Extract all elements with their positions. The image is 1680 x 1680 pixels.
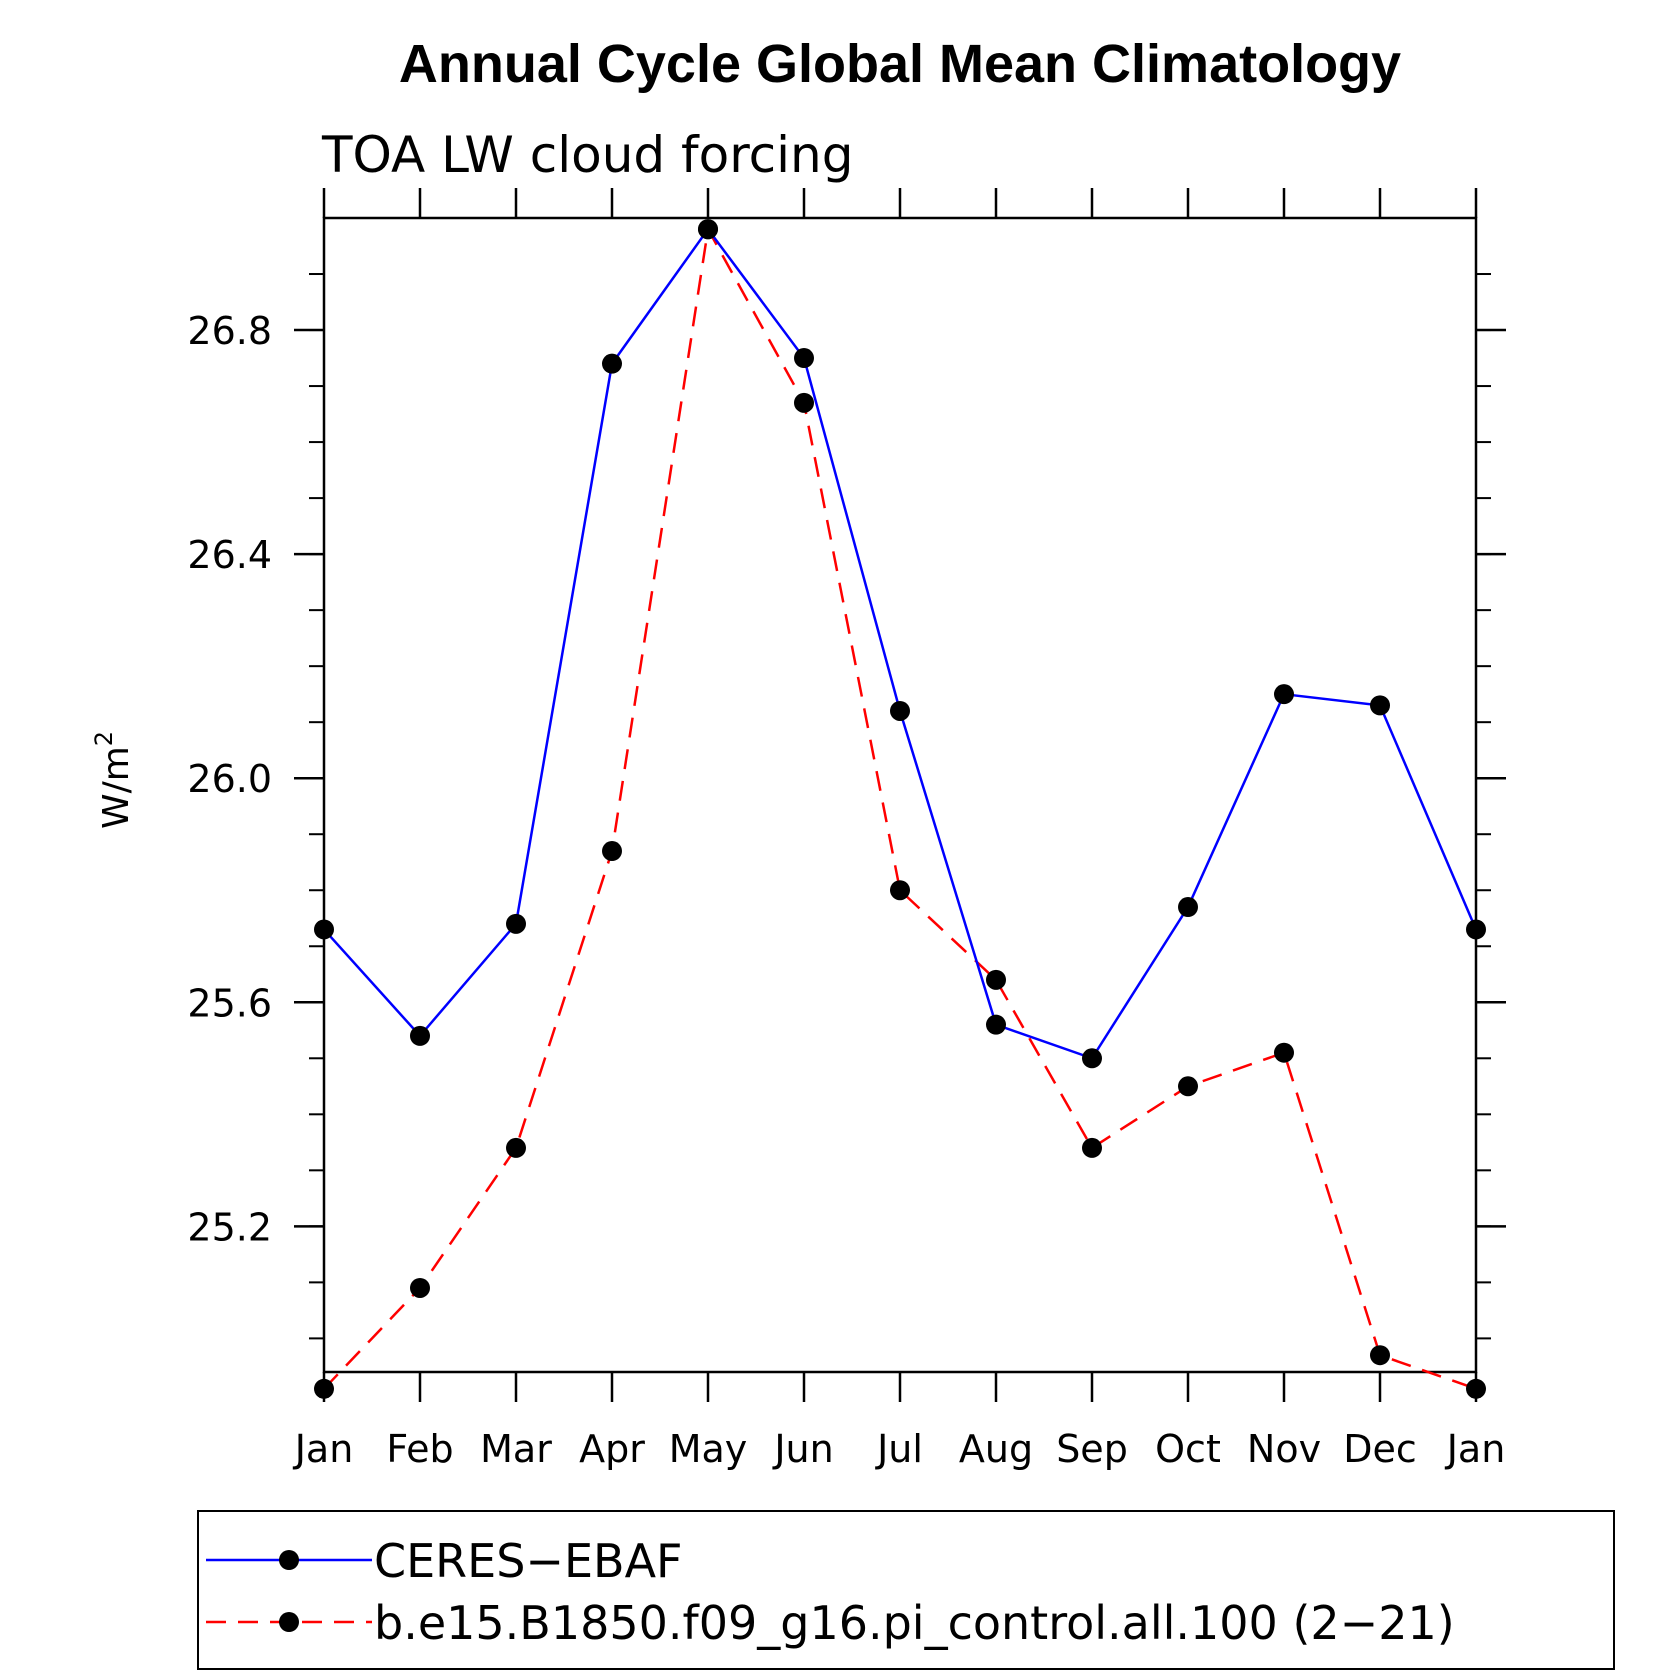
data-point — [986, 969, 1006, 990]
series-points — [314, 219, 1486, 1399]
y-axis-label-text: W/m — [96, 746, 137, 829]
data-point — [1274, 684, 1294, 705]
data-point — [506, 913, 526, 934]
legend-swatch-marker — [279, 1550, 299, 1570]
x-tick-label: Jun — [772, 1427, 833, 1471]
x-tick-label: Dec — [1343, 1427, 1417, 1471]
data-point — [1466, 919, 1486, 940]
data-point — [794, 392, 814, 413]
legend-item: b.e15.B1850.f09_g16.pi_control.all.100 (… — [206, 1596, 1455, 1650]
x-tick-label: Apr — [579, 1427, 645, 1471]
data-point — [1082, 1137, 1102, 1158]
legend-box — [197, 1510, 1615, 1670]
legend-label: CERES−EBAF — [374, 1534, 683, 1588]
data-point — [890, 700, 910, 721]
data-point — [602, 841, 622, 862]
y-tick-label: 26.0 — [187, 757, 272, 801]
y-axis-label: W/m2 — [90, 731, 137, 829]
x-tick-label: Jul — [875, 1427, 923, 1471]
data-point — [602, 353, 622, 374]
y-tick-label: 26.8 — [187, 309, 272, 353]
data-point — [1466, 1378, 1486, 1399]
svg-text:W/m2: W/m2 — [90, 731, 137, 829]
series-line — [323, 227, 1478, 1060]
data-point — [314, 919, 334, 940]
series-line — [323, 225, 1477, 1390]
x-tick-label: Jan — [293, 1427, 354, 1471]
axes: Jan Feb Mar Apr May Jun Jul Aug Sep Oct Nov Dec Jan 2… — [187, 188, 1506, 1471]
series-model — [323, 225, 1477, 1390]
plot-frame — [322, 216, 1478, 1374]
x-tick-label: May — [669, 1427, 748, 1471]
data-point — [794, 348, 814, 369]
x-tick-label: Feb — [386, 1427, 453, 1471]
series-ceres-ebaf — [323, 227, 1478, 1060]
legend-swatch-marker — [279, 1612, 299, 1632]
data-point — [410, 1277, 430, 1298]
data-point — [1082, 1048, 1102, 1069]
data-point — [314, 1378, 334, 1399]
data-point — [698, 219, 718, 240]
data-point — [890, 880, 910, 901]
y-axis-label-superscript: 2 — [90, 731, 118, 746]
legend-label: b.e15.B1850.f09_g16.pi_control.all.100 (… — [374, 1596, 1455, 1650]
series-points — [314, 219, 1486, 1069]
chart-title: Annual Cycle Global Mean Climatology — [399, 34, 1401, 94]
y-tick-label: 25.6 — [187, 981, 272, 1025]
legend-item: CERES−EBAF — [206, 1534, 683, 1588]
data-point — [986, 1014, 1006, 1035]
series-layer — [314, 219, 1486, 1399]
x-tick-label: Mar — [480, 1427, 552, 1471]
chart-subtitle: TOA LW cloud forcing — [321, 126, 853, 184]
data-point — [1178, 897, 1198, 918]
legend: CERES−EBAF b.e15.B1850.f09_g16.pi_control… — [197, 1510, 1615, 1670]
x-tick-label: Aug — [959, 1427, 1033, 1471]
data-point — [506, 1137, 526, 1158]
x-tick-label: Jan — [1445, 1427, 1506, 1471]
data-point — [1370, 695, 1390, 716]
data-point — [1274, 1042, 1294, 1063]
x-tick-label: Nov — [1247, 1427, 1321, 1471]
y-tick-label: 25.2 — [187, 1205, 272, 1249]
data-point — [1370, 1345, 1390, 1366]
data-point — [1178, 1076, 1198, 1097]
x-tick-label: Sep — [1056, 1427, 1128, 1471]
y-tick-label: 26.4 — [187, 533, 272, 577]
x-tick-label: Oct — [1155, 1427, 1221, 1471]
data-point — [410, 1025, 430, 1046]
